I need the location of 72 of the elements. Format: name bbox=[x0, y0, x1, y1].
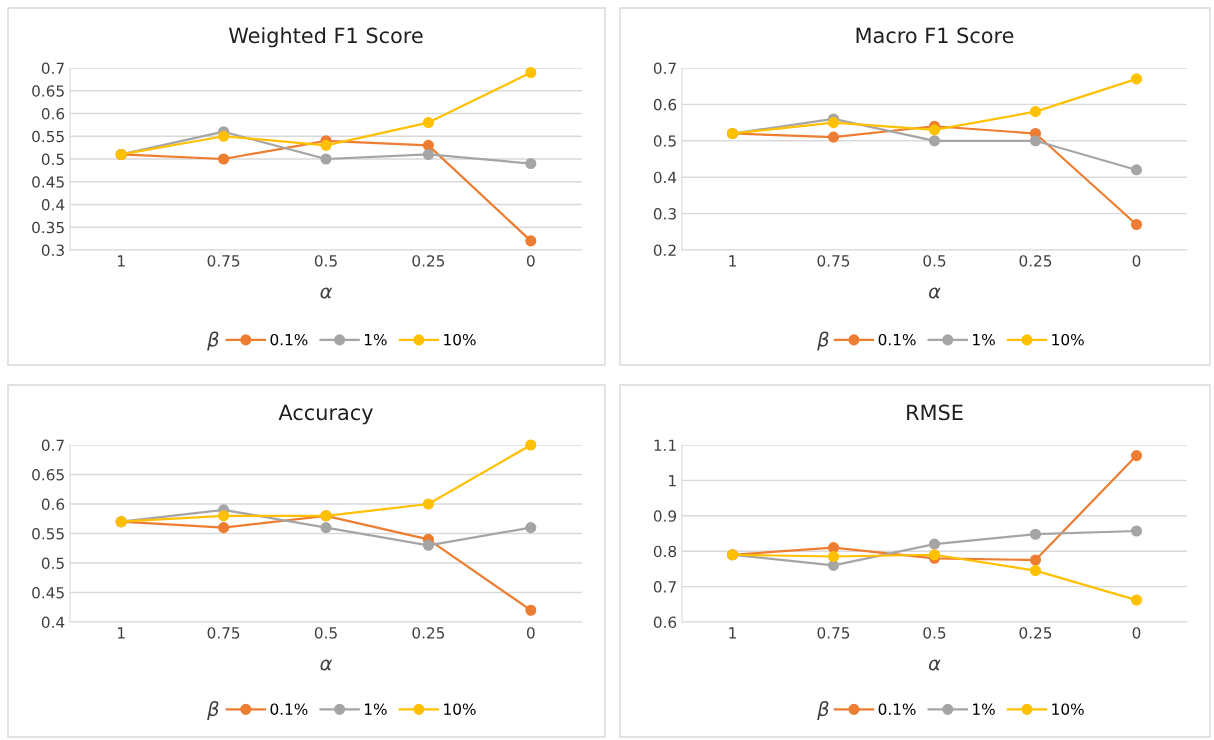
x-tick-label: 0.75 bbox=[207, 255, 240, 267]
y-tick-label: 0.3 bbox=[41, 244, 64, 257]
x-tick-label: 0 bbox=[526, 627, 535, 639]
y-tick-label: 0.8 bbox=[653, 545, 677, 558]
y-tick-label: 1 bbox=[669, 475, 676, 487]
y-tick-label: 0.6 bbox=[653, 98, 677, 111]
x-tick-label: 0 bbox=[1132, 627, 1141, 639]
legend-label: 1% bbox=[364, 333, 387, 346]
x-axis-title: α bbox=[928, 287, 941, 299]
y-tick-label: 0.7 bbox=[653, 62, 676, 75]
y-tick-label: 0.45 bbox=[32, 586, 64, 599]
y-tick-label: 0.6 bbox=[41, 498, 65, 511]
y-tick-label: 0.9 bbox=[653, 510, 677, 522]
legend-label: 10% bbox=[444, 703, 476, 715]
y-tick-label: 1.1 bbox=[654, 439, 676, 451]
y-tick-label: 0.3 bbox=[653, 208, 676, 220]
y-tick-label: 0.4 bbox=[653, 171, 677, 184]
legend-title: β bbox=[817, 701, 829, 720]
x-tick-label: 0.25 bbox=[412, 255, 445, 267]
legend-label: 10% bbox=[1052, 333, 1084, 346]
x-tick-label: 0.75 bbox=[817, 627, 850, 639]
y-tick-label: 0.6 bbox=[41, 107, 65, 120]
y-tick-label: 0.7 bbox=[41, 62, 64, 75]
x-tick-label: 0.5 bbox=[314, 255, 337, 267]
y-tick-label: 0.2 bbox=[653, 244, 676, 257]
x-axis-title: α bbox=[320, 659, 333, 671]
legend-label: 0.1% bbox=[270, 703, 308, 715]
x-tick-label: 0.25 bbox=[412, 627, 445, 639]
y-tick-label: 0.5 bbox=[653, 135, 676, 147]
x-tick-label: 0.5 bbox=[923, 627, 946, 639]
y-tick-label: 0.55 bbox=[32, 527, 64, 540]
x-axis-title: α bbox=[928, 659, 941, 671]
y-tick-label: 0.5 bbox=[41, 557, 64, 570]
chart-title: Accuracy bbox=[278, 404, 373, 425]
y-tick-label: 0.6 bbox=[653, 616, 677, 629]
y-tick-label: 0.35 bbox=[32, 221, 64, 234]
legend-label: 10% bbox=[444, 333, 476, 346]
x-tick-label: 0.5 bbox=[923, 255, 946, 267]
legend-title: β bbox=[207, 701, 219, 720]
chart-title: RMSE bbox=[907, 404, 963, 421]
x-tick-label: 0 bbox=[526, 255, 535, 267]
legend-title: β bbox=[817, 331, 829, 351]
y-tick-label: 0.65 bbox=[32, 85, 64, 97]
legend-label: 10% bbox=[1052, 703, 1084, 715]
chart-title: Macro F1 Score bbox=[856, 27, 1014, 44]
y-tick-label: 0.55 bbox=[32, 130, 64, 143]
y-tick-label: 0.45 bbox=[32, 176, 64, 188]
x-tick-label: 1 bbox=[118, 255, 125, 267]
legend-label: 0.1% bbox=[270, 333, 308, 346]
x-tick-label: 0 bbox=[1132, 255, 1141, 267]
y-tick-label: 0.5 bbox=[41, 153, 64, 166]
x-tick-label: 1 bbox=[729, 255, 736, 267]
x-tick-label: 0.75 bbox=[817, 255, 850, 267]
legend-label: 1% bbox=[973, 333, 995, 346]
y-tick-label: 0.4 bbox=[41, 616, 65, 629]
x-tick-label: 0.25 bbox=[1019, 255, 1052, 267]
x-tick-label: 0.75 bbox=[207, 627, 240, 639]
y-tick-label: 0.4 bbox=[41, 198, 65, 211]
x-axis-title: α bbox=[320, 287, 333, 299]
legend-label: 0.1% bbox=[878, 333, 916, 346]
y-tick-label: 0.65 bbox=[32, 468, 64, 481]
y-tick-label: 0.7 bbox=[653, 581, 676, 593]
legend-label: 1% bbox=[973, 703, 995, 715]
legend-title: β bbox=[207, 331, 219, 351]
x-tick-label: 0.5 bbox=[314, 627, 337, 639]
x-tick-label: 1 bbox=[118, 627, 125, 639]
chart-title: Weighted F1 Score bbox=[228, 27, 423, 48]
legend-label: 1% bbox=[364, 703, 387, 715]
x-tick-label: 1 bbox=[729, 627, 736, 639]
x-tick-label: 0.25 bbox=[1019, 627, 1052, 639]
y-tick-label: 0.7 bbox=[41, 439, 64, 452]
legend-label: 0.1% bbox=[878, 703, 916, 715]
